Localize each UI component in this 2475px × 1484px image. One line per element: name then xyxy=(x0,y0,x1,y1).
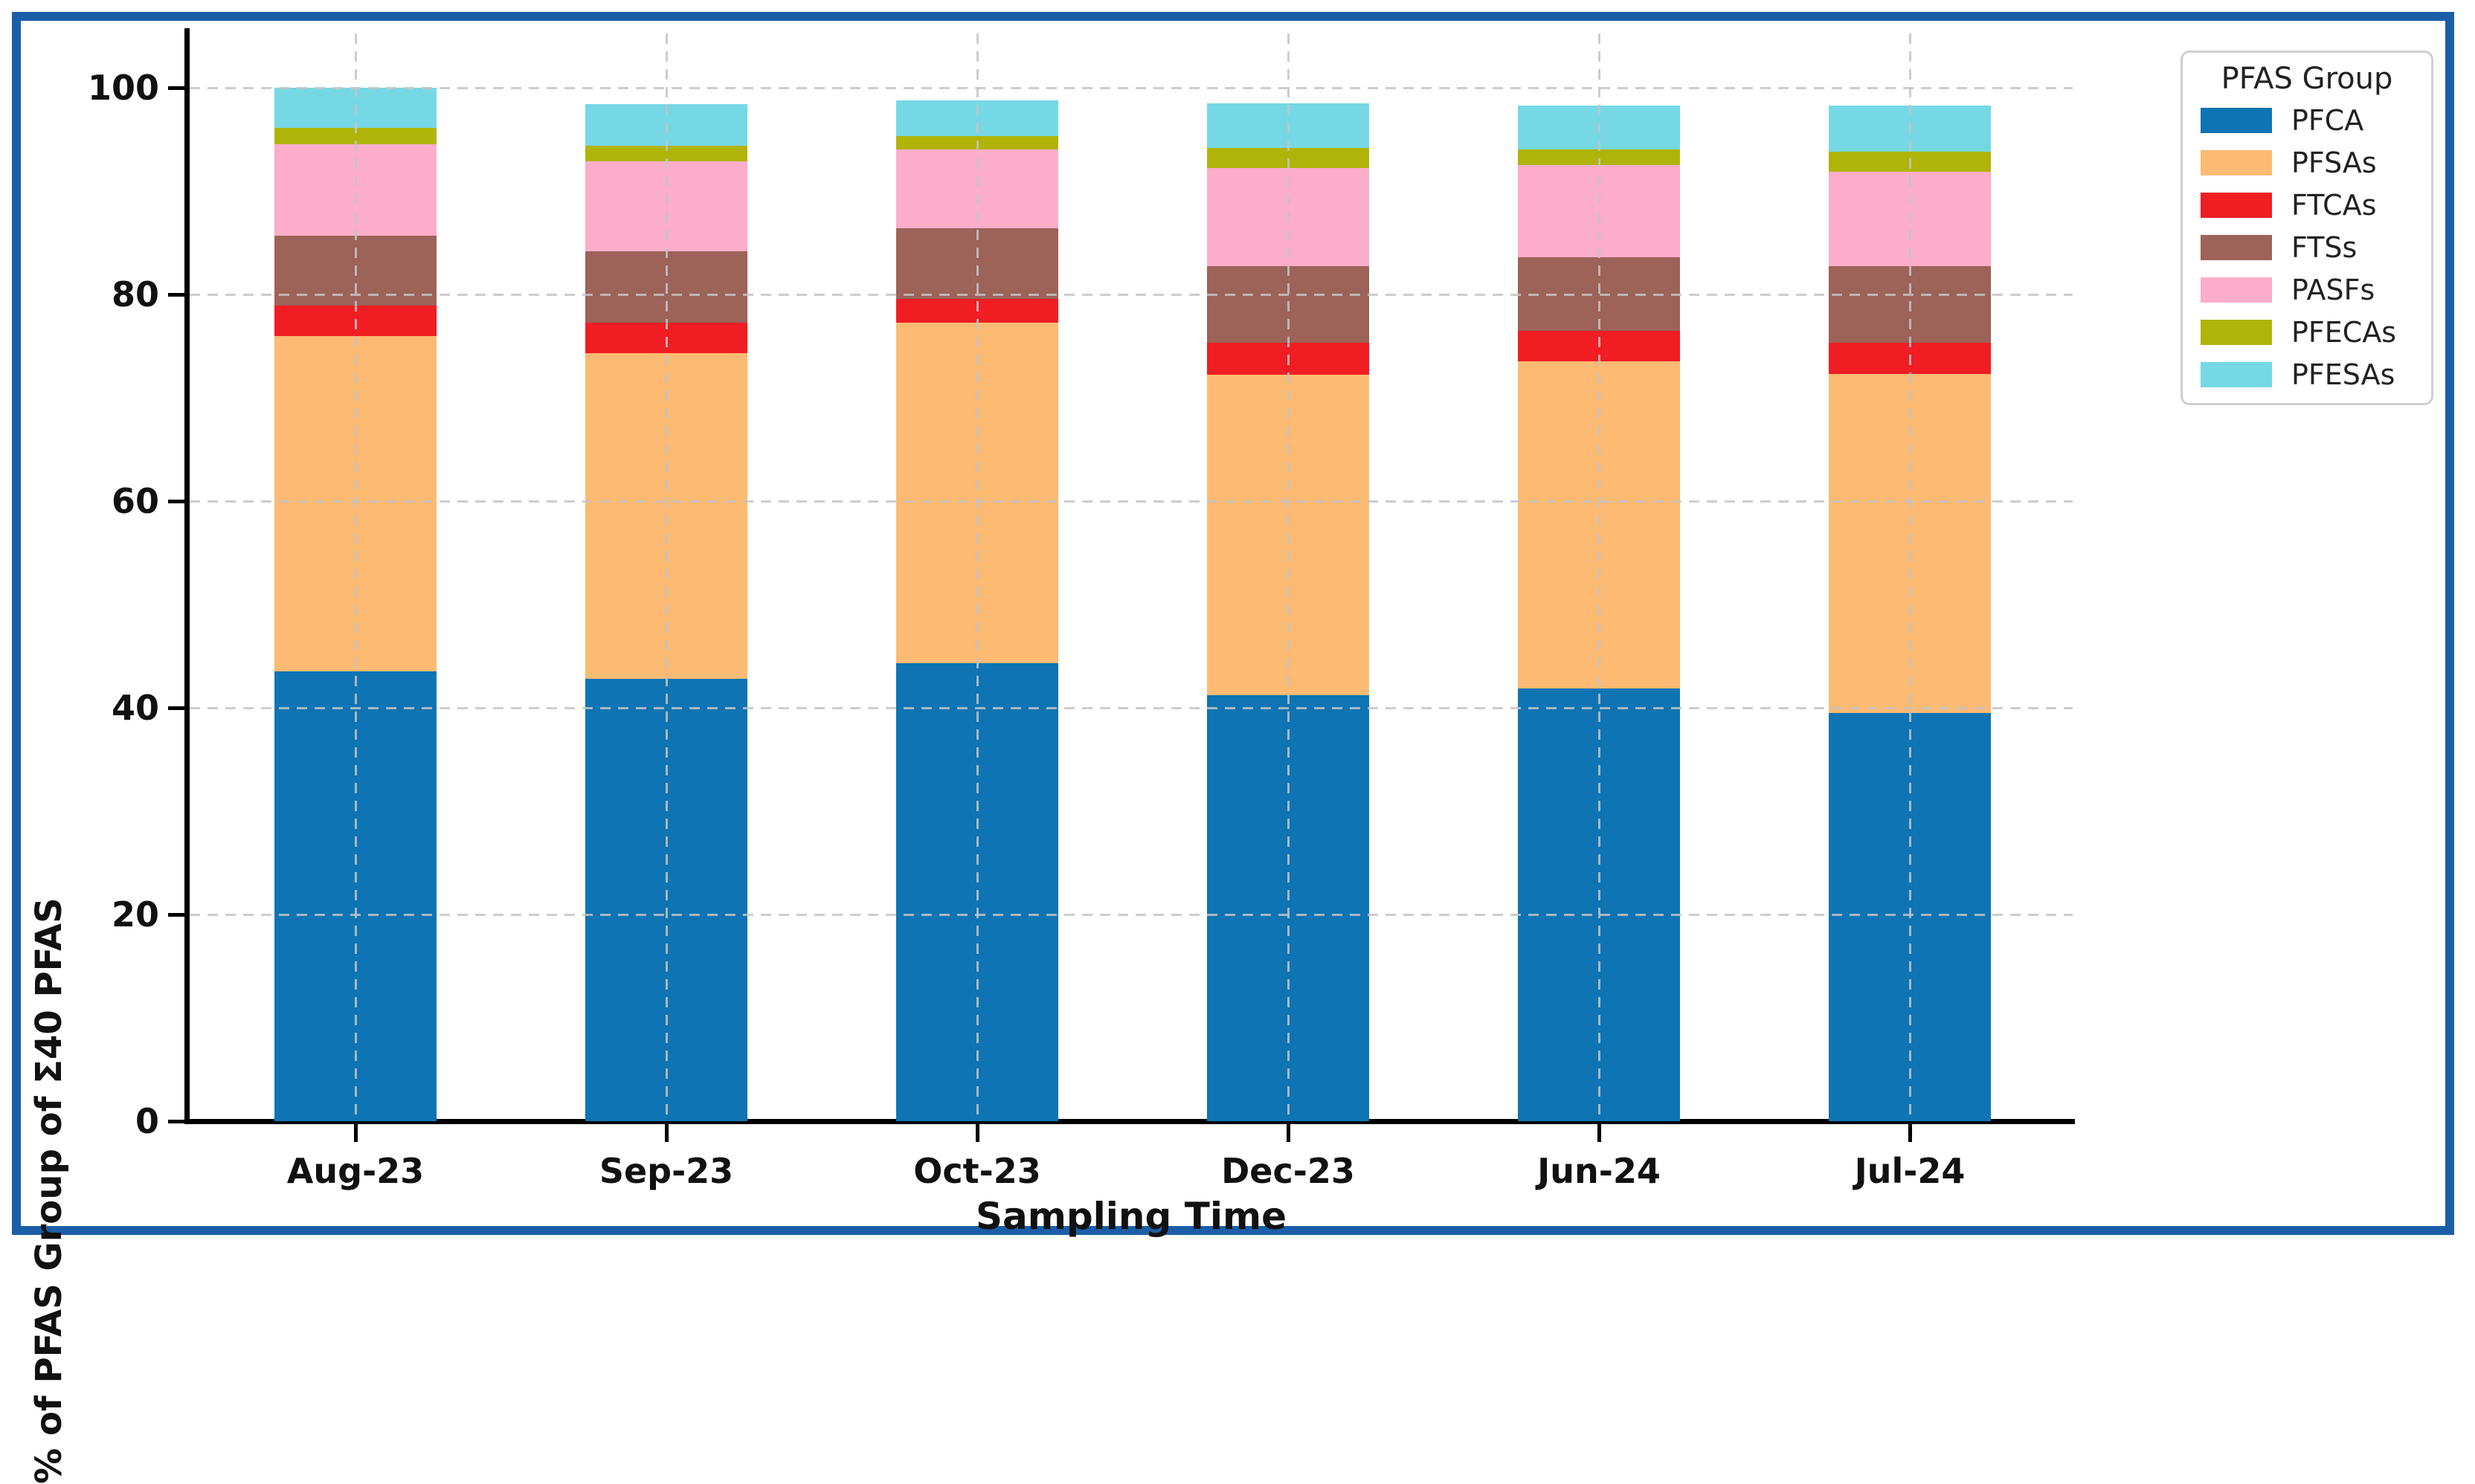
y-tick-label: 60 xyxy=(111,481,159,521)
y-tick-label: 40 xyxy=(111,688,159,728)
legend-item-PFSAs: PFSAs xyxy=(2201,146,2377,180)
x-tick-label: Jun-24 xyxy=(1537,1151,1661,1191)
legend-item-PFESAs: PFESAs xyxy=(2201,358,2395,392)
gridline-horizontal xyxy=(190,706,2073,709)
gridline-horizontal xyxy=(190,500,2073,503)
gridline-horizontal xyxy=(190,86,2073,89)
x-tick-label: Jul-24 xyxy=(1854,1151,1966,1191)
x-tick-mark xyxy=(353,1123,358,1142)
x-tick-label: Aug-23 xyxy=(286,1151,425,1191)
y-tick-label: 80 xyxy=(111,274,159,314)
y-tick-label: 100 xyxy=(87,68,159,108)
gridline-vertical xyxy=(1287,33,1290,1121)
x-tick-label: Sep-23 xyxy=(599,1151,734,1191)
legend-label: FTCAs xyxy=(2291,189,2377,222)
y-tick-mark xyxy=(168,1119,187,1123)
gridline-vertical xyxy=(1908,33,1911,1121)
y-tick-mark xyxy=(168,499,187,503)
legend-item-PFCA: PFCA xyxy=(2201,103,2363,138)
legend-label: PFESAs xyxy=(2291,358,2395,391)
legend-label: PASFs xyxy=(2291,274,2375,306)
y-tick-label: 20 xyxy=(111,894,159,935)
legend-swatch-PASFs xyxy=(2201,277,2272,303)
x-axis-title: Sampling Time xyxy=(976,1195,1287,1238)
y-axis-line xyxy=(184,28,190,1124)
x-axis-line xyxy=(184,1119,2075,1124)
gridline-vertical xyxy=(1597,33,1600,1121)
x-tick-mark xyxy=(1908,1123,1912,1142)
x-tick-mark xyxy=(664,1123,669,1142)
gridline-vertical xyxy=(354,33,357,1121)
x-tick-mark xyxy=(1597,1123,1601,1142)
legend-label: PFSAs xyxy=(2291,146,2377,179)
legend-item-PFECAs: PFECAs xyxy=(2201,315,2396,349)
y-tick-mark xyxy=(168,706,187,710)
legend-swatch-PFSAs xyxy=(2201,150,2272,175)
legend-swatch-FTCAs xyxy=(2201,193,2272,218)
legend-label: PFECAs xyxy=(2291,316,2397,349)
gridline-vertical xyxy=(665,33,668,1121)
gridline-vertical xyxy=(976,33,979,1121)
figure-border xyxy=(12,12,2454,1235)
x-tick-mark xyxy=(975,1123,979,1142)
legend-item-FTSs: FTSs xyxy=(2201,230,2357,265)
legend: PFAS Group PFCA PFSAs FTCAs FTSs PASFs PFECAs… xyxy=(2180,51,2433,405)
legend-swatch-PFECAs xyxy=(2201,320,2272,345)
y-tick-mark xyxy=(168,292,187,297)
y-axis-title: % of PFAS Group of Σ40 PFAS xyxy=(28,897,70,1484)
legend-swatch-FTSs xyxy=(2201,235,2272,260)
legend-label: PFCA xyxy=(2291,104,2364,137)
y-tick-label: 0 xyxy=(135,1101,159,1141)
x-tick-mark xyxy=(1286,1123,1290,1142)
legend-item-PASFs: PASFs xyxy=(2201,273,2375,307)
gridline-horizontal xyxy=(190,293,2073,296)
plot-area: 0 20 40 60 80 100 Aug-23 Sep-23 Oct-23 Dec-23 Jun-… xyxy=(87,33,2073,1191)
legend-swatch-PFCA xyxy=(2201,108,2272,133)
legend-swatch-PFESAs xyxy=(2201,362,2272,387)
gridline-horizontal xyxy=(190,913,2073,916)
legend-label: FTSs xyxy=(2291,231,2357,264)
x-tick-label: Oct-23 xyxy=(913,1151,1041,1191)
x-tick-label: Dec-23 xyxy=(1221,1151,1355,1191)
legend-title: PFAS Group xyxy=(2221,62,2393,96)
y-tick-mark xyxy=(168,86,187,90)
legend-item-FTCAs: FTCAs xyxy=(2201,188,2377,222)
y-tick-mark xyxy=(168,912,187,917)
